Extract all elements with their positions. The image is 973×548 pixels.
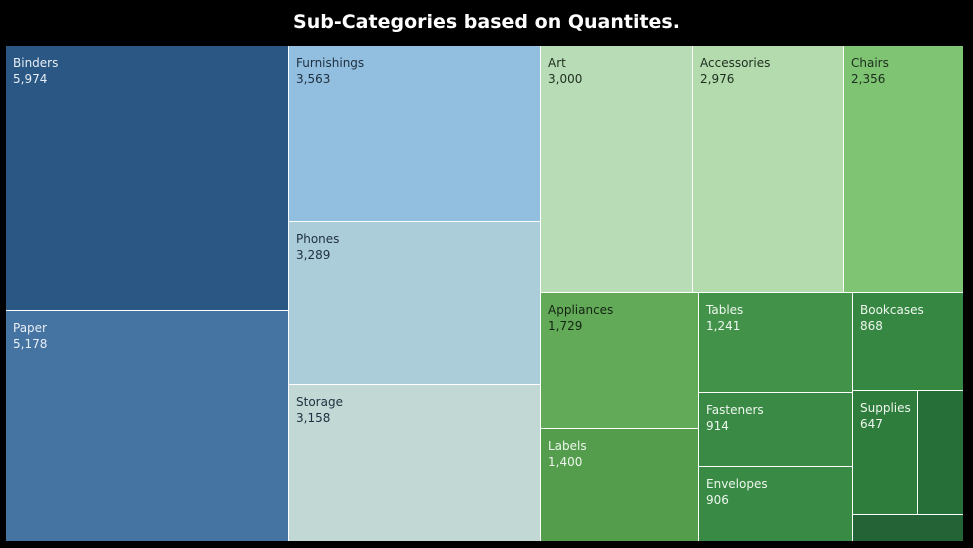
treemap-tile-chairs[interactable]: Chairs 2,356: [844, 46, 963, 292]
treemap-tile-accessories[interactable]: Accessories 2,976: [693, 46, 843, 292]
chart-title: Sub-Categories based on Quantites.: [293, 11, 680, 33]
tile-label: Art: [548, 56, 566, 70]
treemap-chart: Binders 5,974 Paper 5,178 Furnishings 3,563 Ph…: [6, 46, 963, 541]
tile-label: Binders: [13, 56, 59, 70]
tile-label: Paper: [13, 321, 47, 335]
treemap-tile-envelopes[interactable]: Envelopes 906: [699, 467, 852, 541]
tile-label: Furnishings: [296, 56, 365, 70]
tile-value: 3,158: [296, 411, 331, 425]
treemap-tile-appliances[interactable]: Appliances 1,729: [541, 293, 698, 428]
treemap-tile-unlabeled-16[interactable]: [853, 515, 963, 541]
treemap-tile-labels[interactable]: Labels 1,400: [541, 429, 698, 541]
treemap-tile-storage[interactable]: Storage 3,158: [289, 385, 540, 541]
tile-value: 914: [706, 419, 729, 433]
tile-value: 2,976: [700, 72, 735, 86]
tile-label: Labels: [548, 439, 587, 453]
tile-label: Tables: [706, 303, 744, 317]
tile-label: Fasteners: [706, 403, 764, 417]
tile-value: 5,178: [13, 337, 48, 351]
treemap-tile-furnishings[interactable]: Furnishings 3,563: [289, 46, 540, 221]
treemap-tile-unlabeled-15[interactable]: [918, 391, 963, 514]
tile-label: Phones: [296, 232, 340, 246]
tile-label: Accessories: [700, 56, 771, 70]
treemap-tile-supplies[interactable]: Supplies 647: [853, 391, 917, 514]
treemap-tile-fasteners[interactable]: Fasteners 914: [699, 393, 852, 466]
treemap-tile-tables[interactable]: Tables 1,241: [699, 293, 852, 392]
tile-value: 3,289: [296, 248, 331, 262]
treemap-tile-phones[interactable]: Phones 3,289: [289, 222, 540, 384]
tile-value: 2,356: [851, 72, 886, 86]
tile-label: Storage: [296, 395, 343, 409]
tile-label: Chairs: [851, 56, 889, 70]
tile-label: Supplies: [860, 401, 911, 415]
treemap-tile-bookcases[interactable]: Bookcases 868: [853, 293, 963, 390]
tile-value: 1,729: [548, 319, 583, 333]
tile-value: 5,974: [13, 72, 48, 86]
tile-value: 868: [860, 319, 883, 333]
tile-value: 3,563: [296, 72, 331, 86]
tile-value: 1,241: [706, 319, 741, 333]
tile-label: Appliances: [548, 303, 614, 317]
tile-label: Envelopes: [706, 477, 768, 491]
tile-value: 906: [706, 493, 729, 507]
tile-value: 3,000: [548, 72, 583, 86]
tile-label: Bookcases: [860, 303, 924, 317]
treemap-tile-art[interactable]: Art 3,000: [541, 46, 692, 292]
treemap-tile-paper[interactable]: Paper 5,178: [6, 311, 288, 541]
tile-value: 1,400: [548, 455, 583, 469]
treemap-tile-binders[interactable]: Binders 5,974: [6, 46, 288, 310]
tile-value: 647: [860, 417, 883, 431]
